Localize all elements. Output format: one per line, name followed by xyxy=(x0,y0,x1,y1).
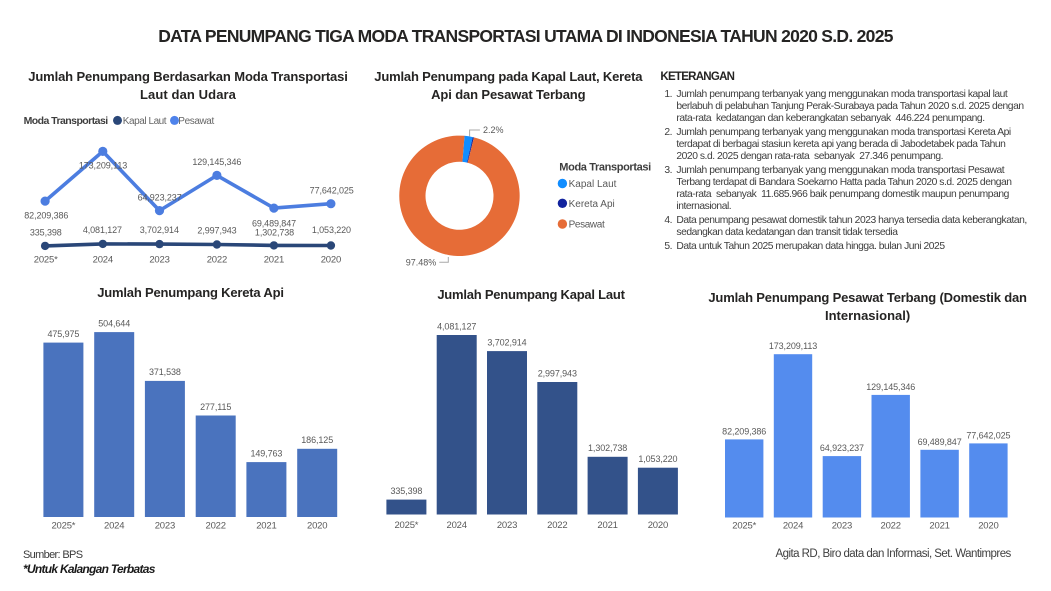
svg-text:2024: 2024 xyxy=(447,520,467,531)
svg-text:2023: 2023 xyxy=(149,254,169,265)
svg-text:371,538: 371,538 xyxy=(149,367,181,377)
svg-text:2021: 2021 xyxy=(264,254,284,265)
svg-text:2024: 2024 xyxy=(104,521,124,532)
svg-text:2021: 2021 xyxy=(929,520,949,531)
svg-text:2,997,943: 2,997,943 xyxy=(538,368,577,378)
svg-text:475,975: 475,975 xyxy=(47,329,79,339)
svg-text:77,642,025: 77,642,025 xyxy=(310,185,354,195)
svg-text:Kereta Api: Kereta Api xyxy=(569,199,615,210)
svg-text:Pesawat: Pesawat xyxy=(569,220,605,231)
svg-text:1,302,738: 1,302,738 xyxy=(255,228,294,238)
svg-text:129,145,346: 129,145,346 xyxy=(866,382,915,392)
svg-text:4,081,127: 4,081,127 xyxy=(437,321,476,331)
svg-text:2025*: 2025* xyxy=(34,254,58,265)
svg-text:Kapal Laut: Kapal Laut xyxy=(123,116,167,127)
svg-text:69,489,847: 69,489,847 xyxy=(252,218,296,228)
svg-text:2023: 2023 xyxy=(832,520,852,531)
svg-text:77,642,025: 77,642,025 xyxy=(966,430,1010,440)
svg-text:2021: 2021 xyxy=(597,520,617,531)
svg-text:504,644: 504,644 xyxy=(98,318,130,328)
svg-text:2022: 2022 xyxy=(206,521,226,532)
svg-text:277,115: 277,115 xyxy=(200,402,231,412)
svg-text:173,209,113: 173,209,113 xyxy=(79,161,127,171)
svg-text:2025*: 2025* xyxy=(394,520,418,531)
svg-text:64,923,237: 64,923,237 xyxy=(820,443,864,453)
svg-text:2023: 2023 xyxy=(155,521,175,532)
svg-text:2020: 2020 xyxy=(321,254,341,265)
svg-text:97.48%: 97.48% xyxy=(406,258,437,268)
svg-text:2021: 2021 xyxy=(256,521,276,532)
svg-text:2022: 2022 xyxy=(547,520,567,531)
svg-text:2,997,943: 2,997,943 xyxy=(197,225,236,235)
svg-text:2022: 2022 xyxy=(207,254,227,265)
svg-text:2023: 2023 xyxy=(497,520,517,531)
svg-text:335,398: 335,398 xyxy=(390,486,422,496)
svg-text:2020: 2020 xyxy=(307,521,327,532)
svg-text:173,209,113: 173,209,113 xyxy=(769,341,817,351)
svg-text:69,489,847: 69,489,847 xyxy=(918,437,962,447)
svg-text:4,081,127: 4,081,127 xyxy=(83,225,122,235)
svg-text:2025*: 2025* xyxy=(732,520,756,531)
svg-text:2020: 2020 xyxy=(978,520,998,531)
svg-text:Moda Transportasi: Moda Transportasi xyxy=(559,162,651,174)
svg-text:Pesawat: Pesawat xyxy=(178,116,214,127)
svg-text:129,145,346: 129,145,346 xyxy=(192,157,241,167)
svg-text:186,125: 186,125 xyxy=(301,435,333,445)
svg-text:1,053,220: 1,053,220 xyxy=(638,454,677,464)
svg-text:64,923,237: 64,923,237 xyxy=(138,192,182,202)
svg-text:Kapal Laut: Kapal Laut xyxy=(569,179,617,190)
svg-text:2024: 2024 xyxy=(93,254,113,265)
svg-text:2022: 2022 xyxy=(881,520,901,531)
svg-text:149,763: 149,763 xyxy=(250,448,282,458)
svg-text:82,209,386: 82,209,386 xyxy=(24,211,68,221)
svg-text:2020: 2020 xyxy=(648,520,668,531)
svg-text:2025*: 2025* xyxy=(51,521,75,532)
svg-text:3,702,914: 3,702,914 xyxy=(140,225,179,235)
svg-text:Moda Transportasi: Moda Transportasi xyxy=(24,115,109,127)
svg-text:1,053,220: 1,053,220 xyxy=(312,225,351,235)
svg-text:3,702,914: 3,702,914 xyxy=(487,337,526,347)
svg-text:2.2%: 2.2% xyxy=(483,125,504,135)
svg-text:1,302,738: 1,302,738 xyxy=(588,443,627,453)
svg-text:2024: 2024 xyxy=(783,520,803,531)
svg-text:335,398: 335,398 xyxy=(30,228,62,238)
svg-text:82,209,386: 82,209,386 xyxy=(722,426,766,436)
